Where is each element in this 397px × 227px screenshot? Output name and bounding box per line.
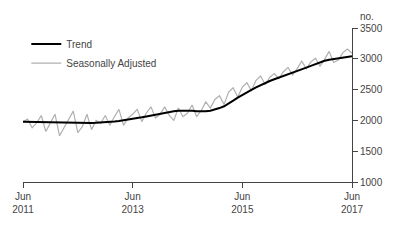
svg-text:Jun2011: Jun2011 (12, 191, 34, 215)
svg-text:Seasonally Adjusted: Seasonally Adjusted (66, 58, 156, 69)
svg-text:1000: 1000 (360, 177, 383, 188)
svg-text:3500: 3500 (360, 23, 383, 34)
svg-text:Jun2017: Jun2017 (341, 191, 364, 215)
svg-text:1500: 1500 (360, 146, 383, 157)
svg-text:2000: 2000 (360, 115, 383, 126)
svg-text:Jun2015: Jun2015 (231, 191, 254, 215)
svg-text:3000: 3000 (360, 53, 383, 64)
svg-text:2500: 2500 (360, 84, 383, 95)
svg-text:Jun2013: Jun2013 (122, 191, 145, 215)
svg-text:Trend: Trend (66, 39, 92, 50)
svg-text:no.: no. (360, 11, 374, 22)
